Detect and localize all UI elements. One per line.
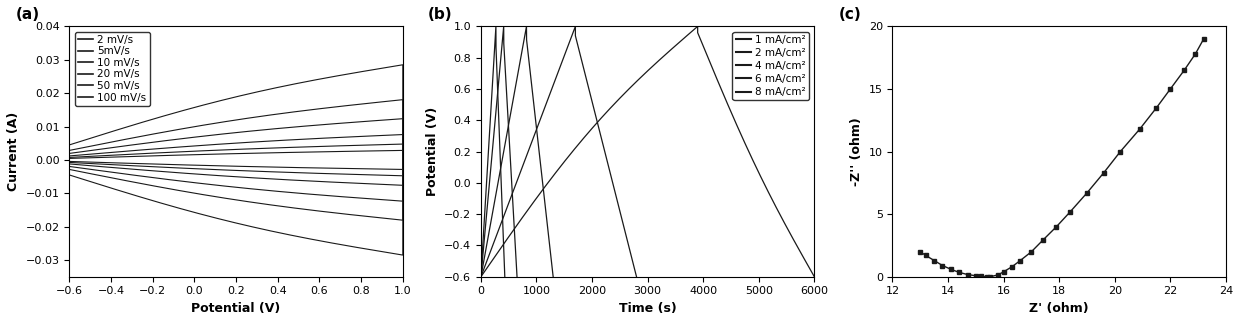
X-axis label: Time (s): Time (s) (619, 302, 677, 315)
Y-axis label: Current (A): Current (A) (7, 112, 20, 191)
X-axis label: Potential (V): Potential (V) (191, 302, 280, 315)
X-axis label: Z' (ohm): Z' (ohm) (1029, 302, 1089, 315)
Legend: 2 mV/s, 5mV/s, 10 mV/s, 20 mV/s, 50 mV/s, 100 mV/s: 2 mV/s, 5mV/s, 10 mV/s, 20 mV/s, 50 mV/s… (74, 32, 150, 106)
Y-axis label: Potential (V): Potential (V) (425, 107, 439, 196)
Legend: 1 mA/cm², 2 mA/cm², 4 mA/cm², 6 mA/cm², 8 mA/cm²: 1 mA/cm², 2 mA/cm², 4 mA/cm², 6 mA/cm², … (733, 32, 810, 100)
Text: (c): (c) (839, 7, 862, 22)
Text: (a): (a) (16, 7, 40, 22)
Text: (b): (b) (428, 7, 453, 22)
Y-axis label: -Z'' (ohm): -Z'' (ohm) (851, 117, 863, 186)
